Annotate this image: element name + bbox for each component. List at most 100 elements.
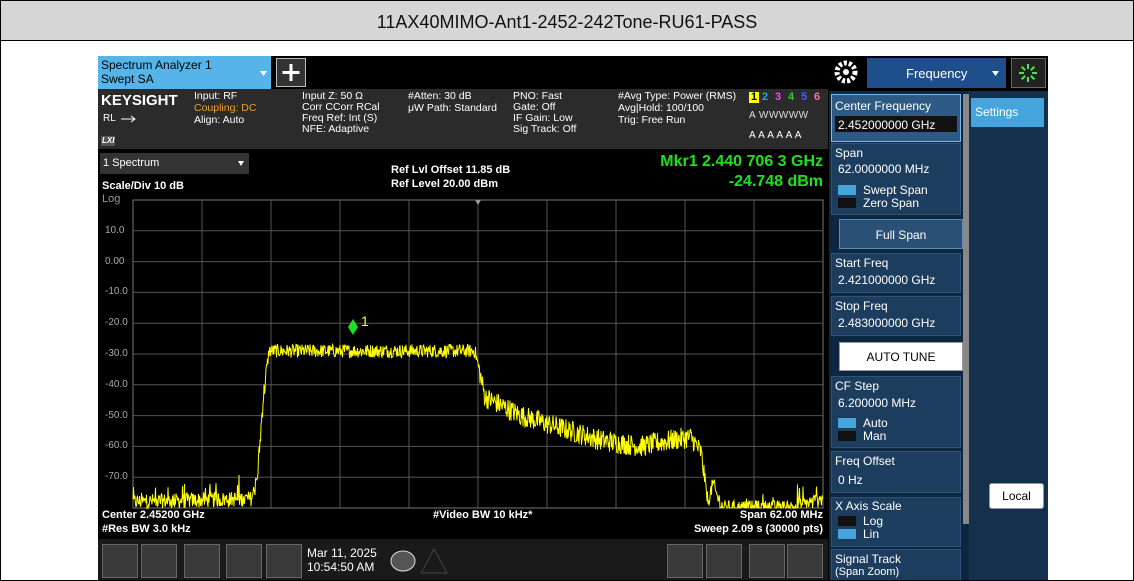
gear-hub	[843, 69, 849, 75]
header-bar	[1, 1, 1133, 41]
full-span-button[interactable]	[839, 219, 963, 249]
radio-label: Swept Span	[863, 183, 928, 197]
taskbar-button[interactable]	[141, 544, 177, 578]
taskbar-button[interactable]	[787, 544, 823, 578]
status-text: PNO: Fast	[513, 90, 563, 102]
tab[interactable]	[98, 56, 271, 89]
status-text: Trig: Free Run	[618, 114, 686, 126]
gear-icon	[834, 60, 858, 84]
radio-indicator	[838, 516, 856, 526]
trace-number: 4	[788, 91, 795, 103]
lxi-logo: LXI	[101, 136, 116, 146]
trace	[132, 342, 823, 510]
taskbar-button[interactable]	[184, 544, 220, 578]
status-text: Align: Auto	[194, 114, 245, 126]
radio-indicator	[838, 529, 856, 539]
signal-track-key[interactable]	[831, 549, 961, 580]
frequency-menu[interactable]	[867, 58, 1006, 88]
cf-step-key[interactable]	[831, 376, 961, 448]
rl-arrow	[121, 115, 136, 123]
radio-indicator	[838, 418, 856, 428]
add-button[interactable]	[276, 58, 306, 87]
y-tick-label: -30.0	[105, 348, 128, 359]
taskbar-button[interactable]	[102, 544, 138, 578]
key-label: Start Freq	[835, 256, 889, 270]
value-text: 2.421000000 GHz	[838, 273, 936, 287]
plus-icon	[282, 64, 300, 81]
menu-label: Frequency	[906, 66, 968, 81]
status-text: Gate: Off	[513, 101, 556, 113]
key-label: CF Step	[835, 379, 880, 393]
scale-label: Scale/Div 10 dB	[102, 180, 184, 192]
taskbar-button[interactable]	[226, 544, 262, 578]
trace-number: 5	[801, 91, 808, 103]
video-bw: #Video BW 10 kHz*	[433, 509, 533, 521]
scrollbar	[963, 94, 969, 524]
start-freq-key[interactable]	[831, 253, 961, 293]
status-text: Sig Track: Off	[513, 123, 577, 135]
dropdown-arrow	[238, 161, 244, 166]
taskbar-button[interactable]	[266, 544, 302, 578]
radio-indicator	[838, 198, 856, 208]
trace-number: 6	[814, 91, 821, 103]
radio-label: Lin	[863, 527, 880, 541]
trace-detectors: A A A A A A	[749, 130, 802, 141]
status-text: Input: RF	[194, 90, 238, 102]
key-label: X Axis Scale	[835, 499, 902, 513]
settings-button[interactable]	[971, 98, 1044, 127]
auto-tune-button[interactable]	[839, 342, 963, 371]
y-tick-label: -10.0	[105, 286, 128, 298]
radio-indicator	[838, 185, 856, 195]
ref-offset: Ref Lvl Offset 11.85 dB	[391, 164, 511, 176]
trace-types: A WWWWW	[749, 110, 809, 121]
brand: KEYSIGHT	[101, 92, 178, 109]
value-text: 2.483000000 GHz	[838, 316, 936, 330]
radio-label: Auto	[863, 416, 888, 430]
taskbar-button[interactable]	[749, 544, 785, 578]
button-label: AUTO TUNE	[866, 350, 936, 364]
window-label: 1 Spectrum	[103, 157, 160, 169]
trace-number: 2	[762, 91, 769, 103]
status-text: μW Path: Standard	[408, 102, 497, 114]
time: 10:54:50 AM	[307, 560, 375, 574]
busy-icon	[1020, 65, 1026, 71]
stop-freq-key[interactable]	[831, 296, 961, 336]
radio-indicator	[838, 431, 856, 441]
status-text: Coupling: DC	[194, 102, 257, 114]
sweep-label: Sweep 2.09 s (30000 pts)	[693, 523, 823, 535]
warning-icon	[420, 547, 448, 574]
busy-icon	[1030, 65, 1036, 71]
local-button[interactable]	[989, 483, 1044, 509]
y-tick-label: -60.0	[105, 440, 128, 452]
res-bw: #Res BW 3.0 kHz	[102, 523, 191, 535]
window-select[interactable]	[100, 153, 249, 174]
taskbar-button[interactable]	[706, 544, 742, 578]
busy-icon	[1020, 75, 1026, 81]
status-bar	[98, 89, 828, 149]
tab-title: Spectrum Analyzer 1	[101, 58, 212, 72]
status-text: Corr CCorr RCal	[302, 101, 380, 113]
key-label: (Span Zoom)	[835, 566, 900, 578]
trace-number: 3	[775, 91, 782, 103]
marker-level: -24.748 dBm	[728, 173, 823, 190]
value-text: 6.200000 MHz	[838, 396, 917, 410]
status-text: NFE: Adaptive	[302, 123, 370, 135]
page-title: 11AX40MIMO-Ant1-2452-242Tone-RU61-PASS	[376, 12, 758, 32]
status-text: #Atten: 30 dB	[408, 90, 472, 102]
status-icon	[1011, 58, 1046, 88]
y-tick-label: 0.00	[105, 255, 125, 267]
marker-frequency: Mkr1 2.440 706 3 GHz	[660, 153, 823, 170]
freq-offset-key[interactable]	[831, 451, 961, 493]
scale-type: Log	[102, 193, 121, 205]
tab-subtitle: Swept SA	[101, 72, 154, 86]
busy-icon	[1030, 75, 1036, 81]
date: Mar 11, 2025	[307, 546, 377, 560]
y-tick-label: -50.0	[105, 409, 128, 421]
status-text: Input Z: 50 Ω	[302, 90, 363, 102]
ref-level: Ref Level 20.00 dBm	[391, 178, 498, 190]
key-label: Freq Offset	[835, 454, 895, 468]
dropdown-arrow	[260, 71, 267, 76]
key-label: Center Frequency	[835, 99, 932, 113]
taskbar-button[interactable]	[667, 544, 703, 578]
span-key[interactable]	[831, 143, 961, 215]
